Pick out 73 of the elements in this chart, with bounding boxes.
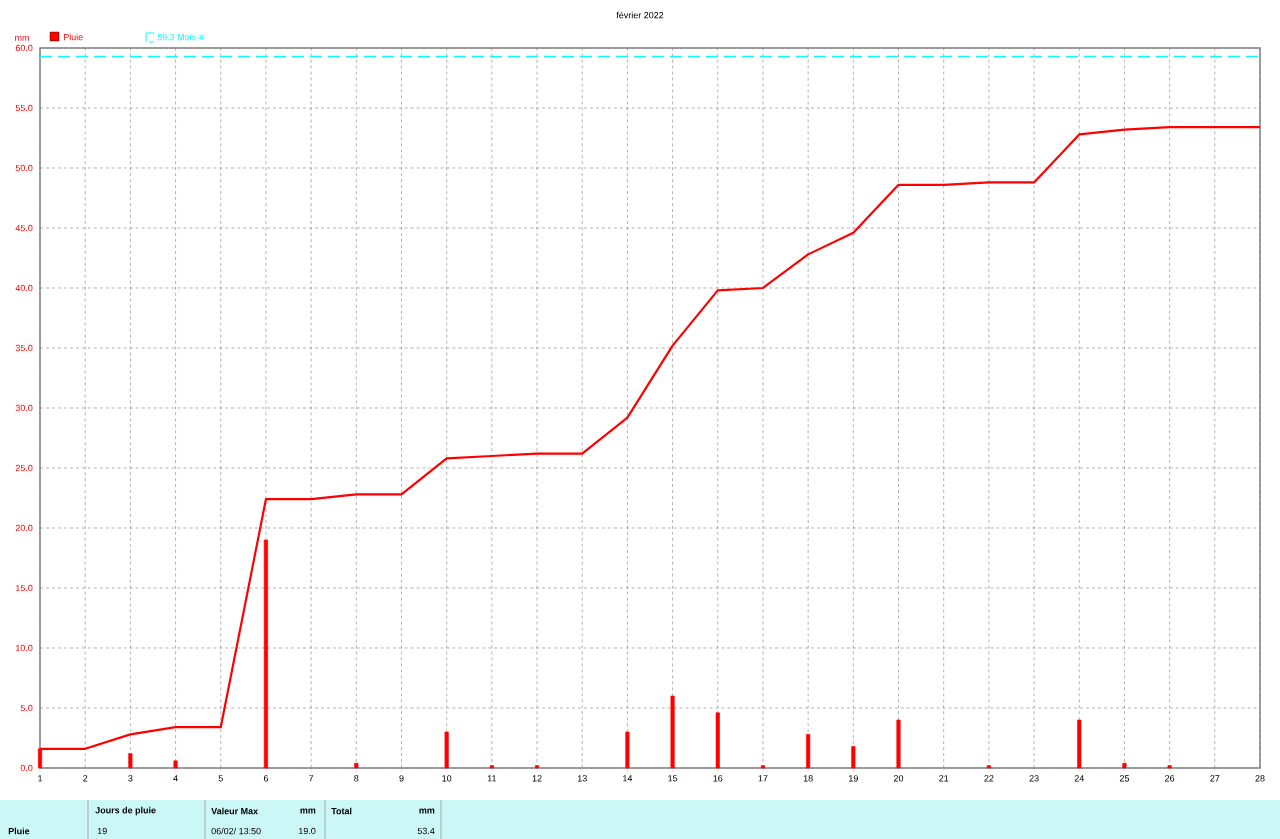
y-tick-label: 55.0 <box>15 104 33 112</box>
bar <box>128 753 133 769</box>
x-tick-label: 24 <box>1074 775 1084 782</box>
bar <box>354 762 359 769</box>
x-tick-label: 14 <box>623 775 633 782</box>
bar <box>173 760 178 769</box>
text: Total <box>331 807 352 815</box>
text: 53.4 <box>417 827 435 835</box>
bar <box>851 746 856 769</box>
y-tick-label: 5.0 <box>20 704 33 712</box>
bar <box>534 765 540 769</box>
y-tick-label: 0.0 <box>20 764 33 772</box>
x-tick-label: 4 <box>173 775 178 782</box>
bar <box>896 719 901 769</box>
text: 19.0 <box>299 827 316 835</box>
x-tick-label: 16 <box>713 775 723 782</box>
bar <box>444 731 449 769</box>
y-tick-label: 10.0 <box>16 644 33 652</box>
x-tick-label: 20 <box>893 775 904 782</box>
x-tick-label: 19 <box>849 775 858 782</box>
y-tick-label: 60.0 <box>15 44 33 52</box>
text: 06/02/ 13:50 <box>211 827 261 835</box>
x-tick-label: 22 <box>984 775 994 782</box>
x-tick-label: 5 <box>218 775 223 782</box>
x-tick-label: 11 <box>487 775 497 782</box>
text: 19 <box>97 827 107 835</box>
bar <box>986 765 991 769</box>
x-tick-label: 12 <box>532 775 542 782</box>
x-tick-label: 25 <box>1119 775 1130 782</box>
x-tick-label: 26 <box>1165 775 1175 782</box>
bar <box>760 765 766 769</box>
x-tick-label: 27 <box>1210 775 1220 782</box>
text: mm <box>419 808 435 814</box>
bar <box>1167 765 1172 769</box>
x-tick-label: 28 <box>1255 775 1265 782</box>
y-tick-label: 30.0 <box>15 404 33 412</box>
x-tick-label: 1 <box>38 775 43 782</box>
text: Jours de pluie <box>95 806 156 816</box>
bar <box>715 712 720 769</box>
legend-label: 59.3 Mois-# <box>157 33 204 41</box>
text: mm <box>300 808 316 814</box>
x-tick-label: 23 <box>1029 775 1039 782</box>
y-tick-label: 50.0 <box>15 164 33 172</box>
text: Pluie <box>8 827 30 835</box>
bar <box>806 734 811 769</box>
y-tick-label: 25.0 <box>15 464 33 472</box>
y-tick-label: 35.0 <box>15 344 33 352</box>
y-axis-title: mm <box>15 35 29 41</box>
bar <box>625 731 630 769</box>
y-tick-label: 15.0 <box>16 584 33 592</box>
x-tick-label: 17 <box>758 775 768 782</box>
x-tick-label: 3 <box>128 775 133 782</box>
bar <box>489 765 494 769</box>
x-tick-label: 18 <box>803 775 813 782</box>
x-tick-label: 2 <box>83 775 88 782</box>
y-tick-label: 45.0 <box>15 224 33 232</box>
bar <box>263 539 268 769</box>
x-tick-label: 8 <box>354 775 359 782</box>
legend-label: Pluie <box>63 33 83 41</box>
chart-title: février 2022 <box>616 11 664 19</box>
bar <box>1077 719 1082 769</box>
x-tick-label: 21 <box>939 775 949 782</box>
text: Valeur Max <box>211 807 258 815</box>
bar <box>670 695 675 769</box>
x-tick-label: 13 <box>577 775 587 782</box>
bar <box>1122 762 1127 769</box>
x-tick-label: 10 <box>442 775 452 782</box>
x-tick-label: 7 <box>309 775 314 782</box>
y-tick-label: 20.0 <box>15 524 33 532</box>
x-tick-label: 15 <box>668 775 678 782</box>
y-tick-label: 40.0 <box>15 284 33 292</box>
x-tick-label: 9 <box>399 775 404 782</box>
x-tick-label: 6 <box>263 775 269 782</box>
